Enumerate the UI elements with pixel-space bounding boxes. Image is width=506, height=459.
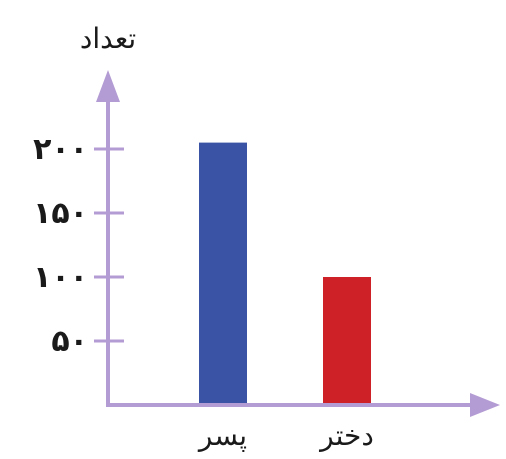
- y-tick-label: ۵۰: [51, 324, 88, 359]
- bar-2: [323, 277, 371, 403]
- y-tick-label: ۲۰۰: [33, 132, 88, 167]
- bars: [199, 142, 371, 403]
- y-axis-title: تعداد: [80, 22, 136, 55]
- y-axis-ticks: ۵۰ ۱۰۰ ۱۵۰ ۲۰۰: [33, 132, 124, 359]
- y-tick-label: ۱۰۰: [33, 260, 88, 295]
- bar-1: [199, 142, 247, 403]
- x-axis-categories: پسر دختر: [197, 419, 374, 452]
- category-label: پسر: [197, 419, 247, 452]
- y-tick-label: ۱۵۰: [33, 196, 88, 231]
- x-axis-arrow: [470, 393, 500, 417]
- category-label: دختر: [318, 419, 374, 452]
- y-axis-arrow: [96, 70, 120, 102]
